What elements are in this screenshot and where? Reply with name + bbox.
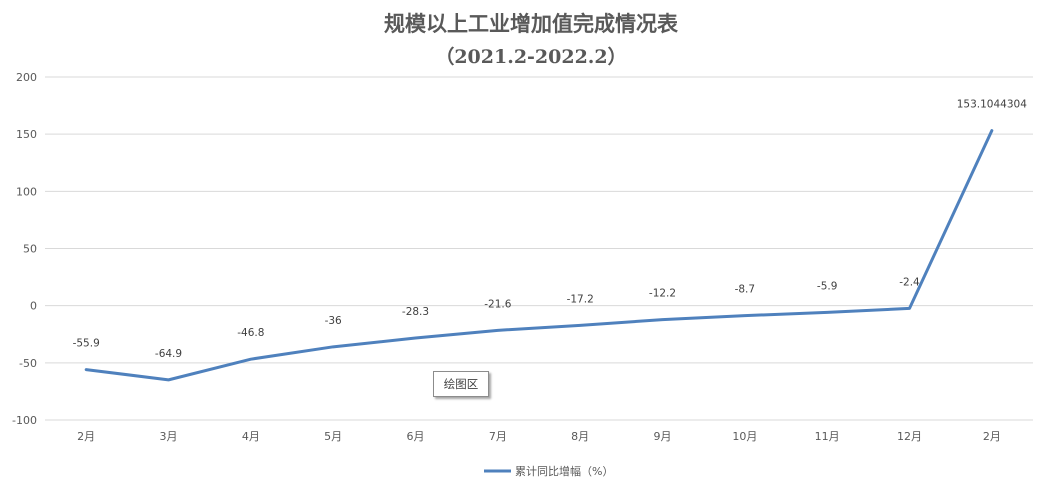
x-tick-label: 2月 — [77, 430, 95, 443]
data-label: -5.9 — [817, 280, 838, 292]
x-tick-label: 5月 — [324, 430, 342, 443]
plot-area-tooltip: 绘图区 — [433, 371, 489, 397]
y-tick-label: 150 — [16, 128, 37, 141]
x-tick-label: 3月 — [160, 430, 178, 443]
y-tick-label: 100 — [16, 185, 37, 198]
legend-label: 累计同比增幅（%） — [515, 464, 613, 478]
data-label: -2.4 — [899, 276, 920, 288]
x-axis: 2月 3月 4月 5月 6月 7月 8月 9月 10月 11月 12月 2月 — [77, 430, 1001, 443]
y-tick-label: 200 — [16, 71, 37, 84]
data-label: -17.2 — [567, 293, 594, 305]
x-tick-label: 12月 — [897, 430, 922, 443]
y-tick-label: -100 — [12, 414, 37, 427]
data-label: -12.2 — [649, 288, 676, 300]
y-tick-label: -50 — [19, 357, 37, 370]
chart-subtitle: （2021.2-2022.2） — [435, 45, 626, 68]
y-tick-label: 0 — [30, 300, 37, 313]
x-tick-label: 9月 — [654, 430, 672, 443]
x-tick-label: 10月 — [732, 430, 757, 443]
legend: 累计同比增幅（%） — [484, 464, 613, 478]
data-label: -28.3 — [402, 306, 429, 318]
y-axis: 200 150 100 50 0 -50 -100 — [12, 71, 37, 427]
data-label: -21.6 — [484, 298, 511, 310]
data-label: -8.7 — [735, 284, 756, 296]
x-tick-label: 11月 — [815, 430, 840, 443]
x-tick-label: 7月 — [489, 430, 507, 443]
x-tick-label: 6月 — [407, 430, 425, 443]
x-tick-label: 8月 — [571, 430, 589, 443]
grid-lines — [45, 76, 1033, 421]
x-tick-label: 2月 — [983, 430, 1001, 443]
y-tick-label: 50 — [23, 243, 37, 256]
data-label: -36 — [325, 315, 342, 327]
data-label: -55.9 — [73, 338, 100, 350]
data-label: 153.1044304 — [957, 99, 1027, 111]
chart-title: 规模以上工业增加值完成情况表 — [384, 11, 679, 36]
series-line — [84, 129, 994, 382]
data-label: -46.8 — [237, 327, 264, 339]
data-labels: -55.9 -64.9 -46.8 -36 -28.3 -21.6 -17.2 -12.2 -8… — [73, 99, 1028, 360]
data-label: -64.9 — [155, 348, 182, 360]
x-tick-label: 4月 — [242, 430, 260, 443]
